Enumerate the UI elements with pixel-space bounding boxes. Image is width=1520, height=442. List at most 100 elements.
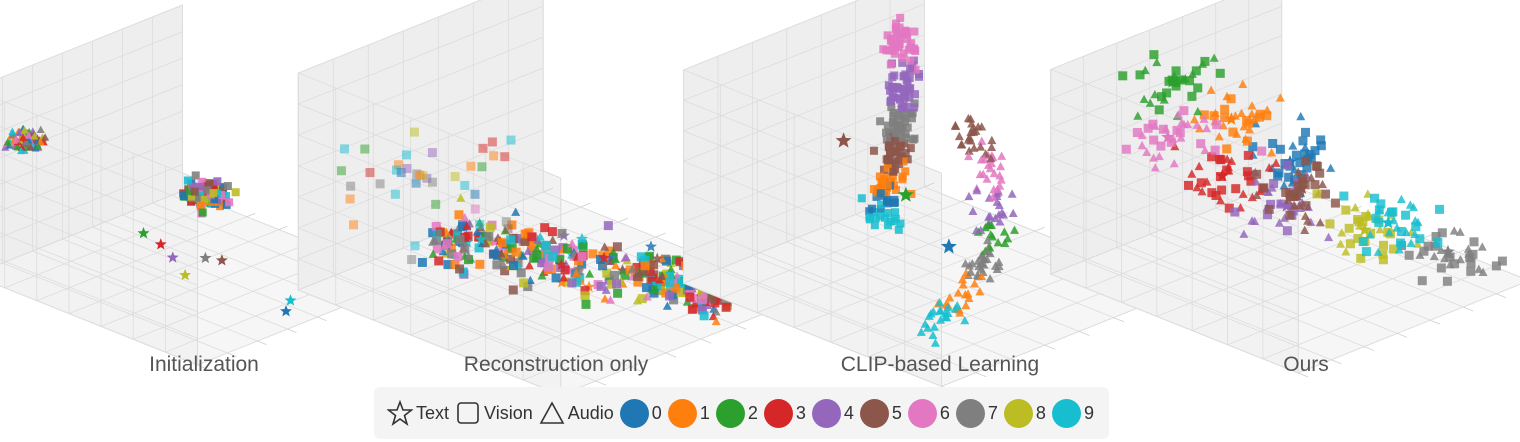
data-point-text-class-5 xyxy=(215,254,228,266)
grid-line xyxy=(92,226,318,318)
data-point-vision-class-0 xyxy=(1273,171,1283,181)
circle-icon xyxy=(811,398,841,428)
grid-line xyxy=(298,98,544,198)
data-point-vision-class-5 xyxy=(884,141,893,150)
data-point-vision-class-0 xyxy=(396,168,406,178)
data-point-audio-class-1 xyxy=(600,294,610,303)
data-point-vision-class-8 xyxy=(607,279,617,289)
tick-mark xyxy=(1298,372,1309,378)
data-point-vision-class-2 xyxy=(532,250,542,260)
data-point-audio-class-7 xyxy=(627,264,637,273)
data-point-vision-class-0 xyxy=(411,178,421,188)
data-point-vision-class-3 xyxy=(675,257,685,267)
data-point-audio-class-4 xyxy=(997,208,1007,217)
legend-item-class-5: 5 xyxy=(859,398,902,428)
data-point-vision-class-5 xyxy=(1301,156,1311,166)
data-point-text-class-5 xyxy=(616,264,629,276)
grid-line xyxy=(683,160,942,265)
grid-line xyxy=(1050,127,1299,228)
grid-line xyxy=(0,164,183,238)
data-point-vision-class-5 xyxy=(891,137,900,146)
data-point-audio-class-7 xyxy=(1474,264,1484,273)
data-point-audio-class-9 xyxy=(960,315,970,325)
data-point-audio-class-4 xyxy=(1274,218,1284,227)
data-point-vision-class-4 xyxy=(603,221,613,231)
circle-icon xyxy=(1051,398,1081,428)
data-point-vision-class-7 xyxy=(1445,252,1455,262)
legend-item-class-9: 9 xyxy=(1051,398,1094,428)
data-point-vision-class-8 xyxy=(1379,240,1389,250)
grid-line xyxy=(752,255,1011,360)
data-point-audio-class-6 xyxy=(1142,147,1152,156)
data-point-audio-class-4 xyxy=(1251,177,1261,186)
data-point-audio-class-7 xyxy=(985,274,995,283)
data-point-text-class-2 xyxy=(137,227,150,239)
data-point-vision-class-0 xyxy=(1284,172,1294,182)
data-point-vision-class-1 xyxy=(1262,111,1272,121)
data-point-audio-class-9 xyxy=(1365,230,1375,239)
data-point-vision-class-2 xyxy=(648,285,658,295)
data-point-vision-class-6 xyxy=(1212,120,1222,130)
data-point-vision-class-3 xyxy=(1184,180,1194,190)
data-point-vision-class-7 xyxy=(907,114,916,123)
grid-line xyxy=(298,191,544,291)
data-point-text-class-2 xyxy=(897,186,914,202)
data-point-vision-class-3 xyxy=(478,143,488,153)
data-point-vision-class-9 xyxy=(506,135,516,145)
data-point-vision-class-5 xyxy=(885,148,894,157)
data-point-audio-class-6 xyxy=(1173,110,1183,119)
data-point-vision-class-7 xyxy=(432,235,442,245)
data-point-vision-class-1 xyxy=(901,167,910,176)
data-point-audio-class-2 xyxy=(987,220,997,229)
data-point-vision-class-1 xyxy=(511,247,521,257)
data-point-audio-class-2 xyxy=(1187,69,1197,78)
data-point-text-class-9 xyxy=(284,294,297,306)
data-point-audio-class-9 xyxy=(1405,200,1415,209)
grid-line xyxy=(683,0,860,71)
data-point-vision-class-9 xyxy=(1415,234,1425,244)
grid-line xyxy=(333,275,596,382)
grid-line xyxy=(683,282,942,387)
data-point-vision-class-7 xyxy=(455,235,465,245)
tick-mark xyxy=(1496,293,1507,299)
tick-mark xyxy=(543,187,554,193)
data-point-audio-class-6 xyxy=(1192,120,1202,129)
data-point-vision-class-5 xyxy=(1311,161,1321,171)
axes-box-initialization xyxy=(0,4,417,369)
data-point-audio-class-7 xyxy=(1429,251,1439,261)
data-point-vision-class-0 xyxy=(551,273,561,283)
data-point-audio-class-1 xyxy=(975,287,985,296)
data-point-vision-class-4 xyxy=(906,64,915,73)
data-point-audio-class-7 xyxy=(982,254,992,263)
data-point-audio-class-6 xyxy=(1137,130,1147,140)
data-point-vision-class-2 xyxy=(644,251,654,261)
data-point-vision-class-9 xyxy=(1361,247,1371,257)
panel-clip-based-learning: CLIP-based Learning xyxy=(682,0,1193,391)
data-point-audio-class-5 xyxy=(657,271,667,280)
panel-ours: Ours xyxy=(1049,0,1520,378)
data-point-text-class-6 xyxy=(1161,130,1175,143)
data-point-vision-class-0 xyxy=(872,192,881,201)
data-point-vision-class-3 xyxy=(645,267,655,277)
data-point-vision-class-1 xyxy=(520,229,530,239)
tick-mark xyxy=(1010,358,1021,364)
data-point-audio-class-0 xyxy=(1296,111,1306,121)
data-point-vision-class-4 xyxy=(612,279,622,289)
data-point-vision-class-7 xyxy=(427,177,437,187)
tick-mark xyxy=(257,340,267,345)
data-point-audio-class-5 xyxy=(1293,167,1303,176)
data-point-audio-class-6 xyxy=(975,169,985,179)
data-point-audio-class-4 xyxy=(1007,189,1017,198)
data-point-vision-class-7 xyxy=(1404,250,1414,260)
data-point-vision-class-8 xyxy=(580,291,590,301)
data-point-audio-class-7 xyxy=(22,138,31,146)
data-point-audio-class-8 xyxy=(20,125,29,134)
grid-line xyxy=(821,227,1080,332)
legend-item-class-6: 6 xyxy=(907,398,950,428)
data-point-text-class-9 xyxy=(576,232,588,245)
data-point-vision-class-9 xyxy=(665,271,675,281)
data-point-vision-class-7 xyxy=(194,194,203,203)
data-point-audio-class-6 xyxy=(1200,145,1210,154)
data-point-vision-class-1 xyxy=(450,260,460,270)
points-clip-based-learning xyxy=(835,13,1020,347)
